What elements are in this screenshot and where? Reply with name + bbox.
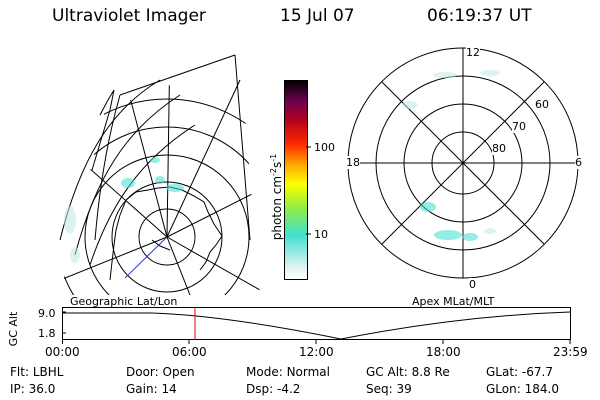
status-door: Door: Open	[126, 365, 195, 379]
date-label: 15 Jul 07	[280, 6, 355, 26]
mlat-label-60: 60	[535, 98, 549, 111]
colorbar	[284, 80, 308, 280]
altitude-timeline	[62, 307, 571, 344]
mlt-label-6: 6	[575, 156, 582, 169]
status-mode: Mode: Normal	[246, 365, 330, 379]
mlt-label-0: 0	[469, 278, 476, 291]
colorbar-ticks	[306, 146, 311, 235]
timeline-xtick-3: 18:00	[426, 345, 461, 359]
timeline-ytick-1.8: 1.8	[38, 327, 56, 340]
aurora-emission-left	[64, 157, 184, 263]
time-label: 06:19:37 UT	[427, 6, 532, 26]
instrument-title: Ultraviolet Imager	[52, 6, 206, 26]
aurora-emission-right	[402, 70, 500, 241]
mlat-label-70: 70	[512, 120, 526, 133]
mlt-label-18: 18	[346, 156, 360, 169]
right-map-label: Apex MLat/MLT	[412, 295, 495, 308]
status-gain: Gain: 14	[126, 382, 177, 396]
timeline-xtick-4: 23:59	[553, 345, 588, 359]
timeline-ytick-9: 9.0	[38, 307, 56, 320]
timeline-xtick-1: 06:00	[172, 345, 207, 359]
geographic-map	[59, 54, 260, 295]
colorbar-unit-label: photon cm-2s-1	[269, 153, 284, 241]
status-glat: GLat: -67.7	[486, 365, 553, 379]
timeline-xtick-2: 12:00	[299, 345, 334, 359]
status-flt: Flt: LBHL	[10, 365, 64, 379]
timeline-xtick-0: 00:00	[45, 345, 80, 359]
polar-mlt-plot	[347, 47, 579, 279]
subsatellite-track	[124, 236, 168, 279]
left-map-grid	[59, 54, 260, 295]
timeline-ylabel: GC Alt	[7, 311, 20, 347]
left-map-label: Geographic Lat/Lon	[70, 295, 178, 308]
status-dsp: Dsp: -4.2	[246, 382, 301, 396]
colorbar-tick-10: 10	[314, 228, 328, 241]
status-gc-alt: GC Alt: 8.8 Re	[366, 365, 450, 379]
colorbar-tick-100: 100	[314, 141, 335, 154]
status-seq: Seq: 39	[366, 382, 412, 396]
status-ip: IP: 36.0	[10, 382, 56, 396]
mlat-label-80: 80	[492, 142, 506, 155]
status-glon: GLon: 184.0	[486, 382, 559, 396]
mlt-label-12: 12	[466, 46, 480, 59]
coastline	[91, 89, 223, 281]
